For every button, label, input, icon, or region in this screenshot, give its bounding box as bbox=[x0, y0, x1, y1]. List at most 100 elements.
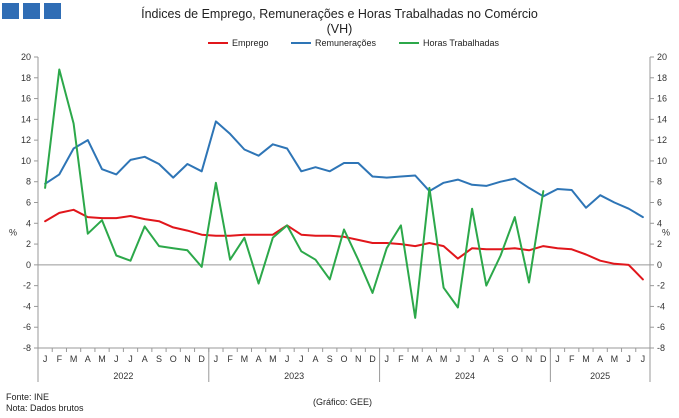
footer-credit: (Gráfico: GEE) bbox=[313, 397, 373, 407]
year-label: 2024 bbox=[455, 371, 475, 381]
x-month-label: A bbox=[256, 354, 262, 364]
x-month-label: S bbox=[156, 354, 162, 364]
x-month-label: J bbox=[641, 354, 646, 364]
x-month-label: A bbox=[426, 354, 432, 364]
x-month-label: J bbox=[456, 354, 461, 364]
x-month-label: J bbox=[114, 354, 119, 364]
x-month-label: F bbox=[569, 354, 575, 364]
logo-block-3 bbox=[44, 3, 61, 19]
legend-swatch-emprego bbox=[208, 41, 228, 44]
footer-source: Fonte: INE bbox=[6, 392, 50, 402]
y-tick-label-right: 6 bbox=[657, 198, 662, 208]
y-tick-label-right: 14 bbox=[657, 114, 667, 124]
x-month-label: O bbox=[170, 354, 177, 364]
x-month-label: J bbox=[470, 354, 475, 364]
x-month-label: D bbox=[198, 354, 205, 364]
series-line-2 bbox=[44, 120, 644, 219]
x-month-label: S bbox=[327, 354, 333, 364]
footer-note: Nota: Dados brutos bbox=[6, 403, 84, 413]
y-tick-label-left: 20 bbox=[21, 52, 31, 62]
x-month-label: D bbox=[540, 354, 547, 364]
x-month-label: J bbox=[128, 354, 133, 364]
y-axis-label-left: % bbox=[9, 228, 17, 238]
x-month-label: M bbox=[98, 354, 106, 364]
x-month-label: N bbox=[355, 354, 362, 364]
y-tick-label-left: -2 bbox=[23, 281, 31, 291]
y-tick-label-right: 4 bbox=[657, 218, 662, 228]
x-month-label: A bbox=[85, 354, 91, 364]
y-tick-label-right: -6 bbox=[657, 322, 665, 332]
x-month-label: J bbox=[384, 354, 389, 364]
year-label: 2023 bbox=[284, 371, 304, 381]
y-tick-label-left: 2 bbox=[26, 239, 31, 249]
y-tick-label-left: 10 bbox=[21, 156, 31, 166]
x-month-label: M bbox=[269, 354, 277, 364]
x-month-label: M bbox=[70, 354, 78, 364]
x-month-label: A bbox=[597, 354, 603, 364]
x-month-label: J bbox=[555, 354, 560, 364]
y-axis-label-right: % bbox=[662, 228, 670, 238]
x-month-label: M bbox=[582, 354, 590, 364]
x-month-label: M bbox=[440, 354, 448, 364]
chart-subtitle: (VH) bbox=[326, 22, 353, 36]
legend-label-remuneracoes: Remunerações bbox=[315, 38, 377, 48]
x-month-label: M bbox=[611, 354, 619, 364]
year-label: 2022 bbox=[113, 371, 133, 381]
y-tick-label-right: 10 bbox=[657, 156, 667, 166]
legend-swatch-horas bbox=[399, 41, 419, 44]
y-tick-label-left: -4 bbox=[23, 301, 31, 311]
y-tick-label-left: 12 bbox=[21, 135, 31, 145]
y-tick-label-right: -4 bbox=[657, 301, 665, 311]
y-tick-label-right: 0 bbox=[657, 260, 662, 270]
y-tick-label-left: -8 bbox=[23, 343, 31, 353]
legend-item-horas: Horas Trabalhadas bbox=[399, 38, 499, 48]
x-month-label: F bbox=[227, 354, 233, 364]
y-tick-label-left: 0 bbox=[26, 260, 31, 270]
y-tick-label-left: -6 bbox=[23, 322, 31, 332]
logo-block-1 bbox=[2, 3, 19, 19]
x-month-label: J bbox=[285, 354, 290, 364]
x-month-label: M bbox=[241, 354, 249, 364]
legend-swatch-remuneracoes bbox=[291, 41, 311, 44]
y-tick-label-right: -2 bbox=[657, 281, 665, 291]
y-tick-label-left: 6 bbox=[26, 198, 31, 208]
y-tick-label-right: 18 bbox=[657, 73, 667, 83]
x-month-label: M bbox=[411, 354, 419, 364]
x-month-label: F bbox=[57, 354, 63, 364]
y-tick-label-left: 18 bbox=[21, 73, 31, 83]
y-tick-label-right: 20 bbox=[657, 52, 667, 62]
x-month-label: F bbox=[398, 354, 404, 364]
y-tick-label-right: 12 bbox=[657, 135, 667, 145]
x-month-label: S bbox=[498, 354, 504, 364]
x-month-label: J bbox=[299, 354, 304, 364]
y-tick-label-left: 4 bbox=[26, 218, 31, 228]
y-tick-label-right: 2 bbox=[657, 239, 662, 249]
x-month-label: J bbox=[214, 354, 219, 364]
chart-legend: Emprego Remunerações Horas Trabalhadas bbox=[0, 38, 679, 52]
x-month-label: A bbox=[313, 354, 319, 364]
x-month-label: N bbox=[184, 354, 191, 364]
y-tick-label-right: -8 bbox=[657, 343, 665, 353]
legend-item-emprego: Emprego bbox=[208, 38, 269, 48]
y-tick-label-left: 8 bbox=[26, 177, 31, 187]
chart-title: Índices de Emprego, Remunerações e Horas… bbox=[141, 7, 538, 21]
legend-item-remuneracoes: Remunerações bbox=[291, 38, 376, 48]
x-month-label: O bbox=[340, 354, 347, 364]
x-month-label: J bbox=[626, 354, 631, 364]
x-month-label: A bbox=[142, 354, 148, 364]
y-tick-label-left: 14 bbox=[21, 114, 31, 124]
legend-label-horas: Horas Trabalhadas bbox=[423, 38, 500, 48]
x-month-label: A bbox=[483, 354, 489, 364]
logo-block-2 bbox=[23, 3, 40, 19]
series-line-3 bbox=[44, 68, 545, 319]
x-month-label: N bbox=[526, 354, 533, 364]
y-tick-label-right: 16 bbox=[657, 94, 667, 104]
x-month-label: O bbox=[511, 354, 518, 364]
y-tick-label-left: 16 bbox=[21, 94, 31, 104]
x-month-label: D bbox=[369, 354, 376, 364]
x-month-label: J bbox=[43, 354, 48, 364]
legend-label-emprego: Emprego bbox=[232, 38, 269, 48]
y-tick-label-right: 8 bbox=[657, 177, 662, 187]
series-line-1 bbox=[44, 208, 644, 281]
